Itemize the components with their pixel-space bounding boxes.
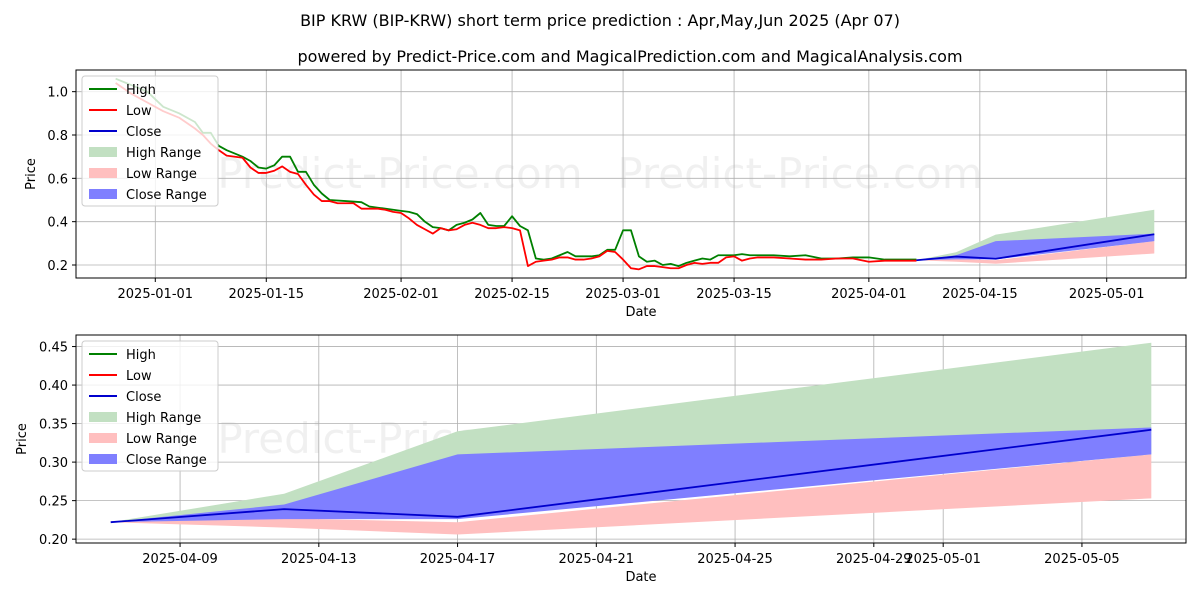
legend-low-range-swatch xyxy=(89,433,117,443)
bottom-legend: High Low Close High Range Low Range Close Ran… xyxy=(81,340,219,472)
bottom-chart-panel: Predict-Price.comPredict-Price.com2025-0… xyxy=(15,334,1187,585)
x-tick-label: 2025-01-01 xyxy=(118,287,194,302)
legend-high-range-label: High Range xyxy=(126,146,201,161)
y-tick-label: 0.4 xyxy=(47,216,68,231)
top-chart-panel: Predict-Price.com Predict-Price.com 2025-0… xyxy=(24,69,1187,320)
bottom-axes-frame xyxy=(75,334,1187,544)
chart-subtitle: powered by Predict-Price.com and Magical… xyxy=(297,47,962,66)
legend-low-range-label: Low Range xyxy=(126,432,197,447)
x-tick-label: 2025-03-15 xyxy=(696,287,772,302)
bottom-plot-area xyxy=(110,342,1152,535)
x-tick-label: 2025-03-01 xyxy=(585,287,661,302)
top-watermark: Predict-Price.com Predict-Price.com xyxy=(217,149,982,198)
x-tick-label: 2025-04-17 xyxy=(420,552,496,567)
legend-high-label: High xyxy=(126,83,156,98)
bottom-low-range-band xyxy=(110,454,1152,535)
top-plot-area xyxy=(115,77,1155,271)
bottom-close-line xyxy=(110,428,1152,524)
legend-low-range-swatch xyxy=(89,168,117,178)
top-high-line xyxy=(115,77,917,267)
chart-title: BIP KRW (BIP-KRW) short term price predi… xyxy=(300,11,900,30)
legend-close-label: Close xyxy=(126,125,161,140)
y-tick-label: 0.30 xyxy=(39,456,68,471)
y-tick-label: 1.0 xyxy=(47,86,68,101)
x-tick-label: 2025-04-15 xyxy=(942,287,1018,302)
x-tick-label: 2025-04-01 xyxy=(831,287,907,302)
y-tick-label: 0.8 xyxy=(47,129,68,144)
watermark-text-left: Predict-Price.com xyxy=(217,149,582,198)
x-tick-label: 2025-05-01 xyxy=(1069,287,1145,302)
legend-high-range-swatch xyxy=(89,412,117,422)
top-close-line xyxy=(916,233,1155,262)
x-tick-label: 2025-05-05 xyxy=(1044,552,1120,567)
x-tick-label: 2025-04-21 xyxy=(559,552,635,567)
y-tick-label: 0.45 xyxy=(39,341,68,356)
legend-high-range-swatch xyxy=(89,147,117,157)
legend-low-label: Low xyxy=(126,104,152,119)
legend-close-range-label: Close Range xyxy=(126,453,207,468)
y-tick-label: 0.40 xyxy=(39,379,68,394)
legend-close-label: Close xyxy=(126,390,161,405)
watermark-text-right: Predict-Price.com xyxy=(617,149,982,198)
legend-high-range-label: High Range xyxy=(126,411,201,426)
x-tick-label: 2025-04-25 xyxy=(697,552,773,567)
legend-high-label: High xyxy=(126,348,156,363)
x-tick-label: 2025-04-29 xyxy=(836,552,912,567)
top-grid xyxy=(76,70,1186,278)
top-y-axis-label: Price xyxy=(24,158,39,190)
y-tick-label: 0.25 xyxy=(39,495,68,510)
x-tick-label: 2025-04-13 xyxy=(281,552,357,567)
top-low-line xyxy=(115,82,917,271)
top-axes-frame xyxy=(75,69,1187,279)
x-tick-label: 2025-02-01 xyxy=(363,287,439,302)
top-low-range-band xyxy=(916,241,1155,264)
x-tick-label: 2025-05-01 xyxy=(905,552,981,567)
legend-low-range-label: Low Range xyxy=(126,167,197,182)
legend-low-label: Low xyxy=(126,369,152,384)
legend-close-range-label: Close Range xyxy=(126,188,207,203)
top-close-range-band xyxy=(916,233,1155,261)
legend-close-range-swatch xyxy=(89,454,117,464)
x-tick-label: 2025-01-15 xyxy=(229,287,305,302)
y-tick-label: 0.20 xyxy=(39,533,68,548)
bottom-close-range-band xyxy=(110,427,1152,523)
top-legend: High Low Close High Range Low Range Close Ran… xyxy=(81,75,219,207)
top-x-axis-label: Date xyxy=(625,305,656,320)
y-tick-label: 0.2 xyxy=(47,259,68,274)
y-tick-label: 0.35 xyxy=(39,418,68,433)
x-tick-label: 2025-04-09 xyxy=(142,552,218,567)
bottom-x-axis-label: Date xyxy=(625,570,656,585)
bottom-y-axis-label: Price xyxy=(15,423,30,455)
x-tick-label: 2025-02-15 xyxy=(474,287,550,302)
legend-close-range-swatch xyxy=(89,189,117,199)
y-tick-label: 0.6 xyxy=(47,172,68,187)
